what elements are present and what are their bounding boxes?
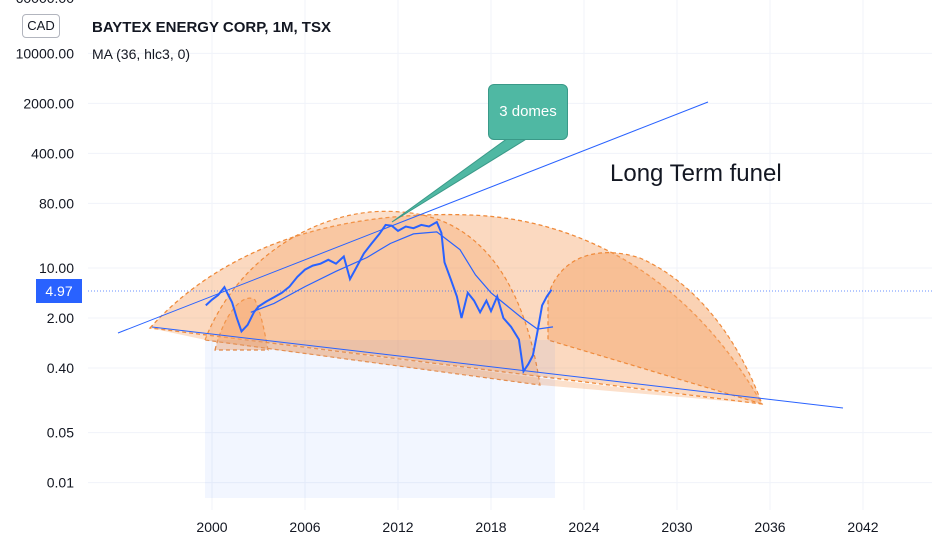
dome-middle	[204, 210, 541, 386]
y-tick-label: 2000.00	[23, 95, 74, 111]
chart-title: BAYTEX ENERGY CORP, 1M, TSX	[92, 19, 331, 36]
x-tick-label: 2036	[754, 519, 785, 535]
x-axis: 2000 2006 2012 2018 2024 2030 2036 2042	[196, 519, 878, 535]
y-axis: 60000.00 10000.00 2000.00 400.00 80.00 10.00 2…	[16, 0, 75, 491]
x-tick-label: 2000	[196, 519, 227, 535]
x-tick-label: 2018	[475, 519, 506, 535]
lower-trend-line	[151, 326, 844, 409]
x-tick-label: 2006	[289, 519, 320, 535]
currency-badge[interactable]: CAD	[22, 14, 60, 38]
x-tick-label: 2012	[382, 519, 413, 535]
y-tick-label: 60000.00	[16, 0, 75, 6]
y-tick-label: 80.00	[39, 195, 74, 211]
price-line	[205, 220, 553, 375]
x-tick-label: 2024	[568, 519, 599, 535]
ma-line	[250, 231, 554, 330]
x-tick-label: 2042	[847, 519, 878, 535]
y-tick-label: 400.00	[31, 145, 74, 161]
x-tick-label: 2030	[661, 519, 692, 535]
y-tick-label: 0.40	[47, 360, 74, 376]
range-shade	[205, 340, 555, 498]
chart-grid	[88, 0, 932, 510]
y-tick-label: 0.01	[47, 475, 74, 491]
drawing-layer	[88, 101, 932, 498]
y-tick-label: 10.00	[39, 260, 74, 276]
y-tick-label: 0.05	[47, 425, 74, 441]
y-tick-label: 10000.00	[16, 45, 75, 61]
y-tick-label: 2.00	[47, 310, 74, 326]
upper-trend-line	[117, 101, 709, 334]
last-price-badge: 4.97	[36, 279, 82, 303]
text-annotation[interactable]: Long Term funel	[610, 160, 782, 187]
indicator-label[interactable]: MA (36, hlc3, 0)	[92, 46, 191, 62]
callout-note[interactable]: 3 domes	[488, 84, 568, 140]
